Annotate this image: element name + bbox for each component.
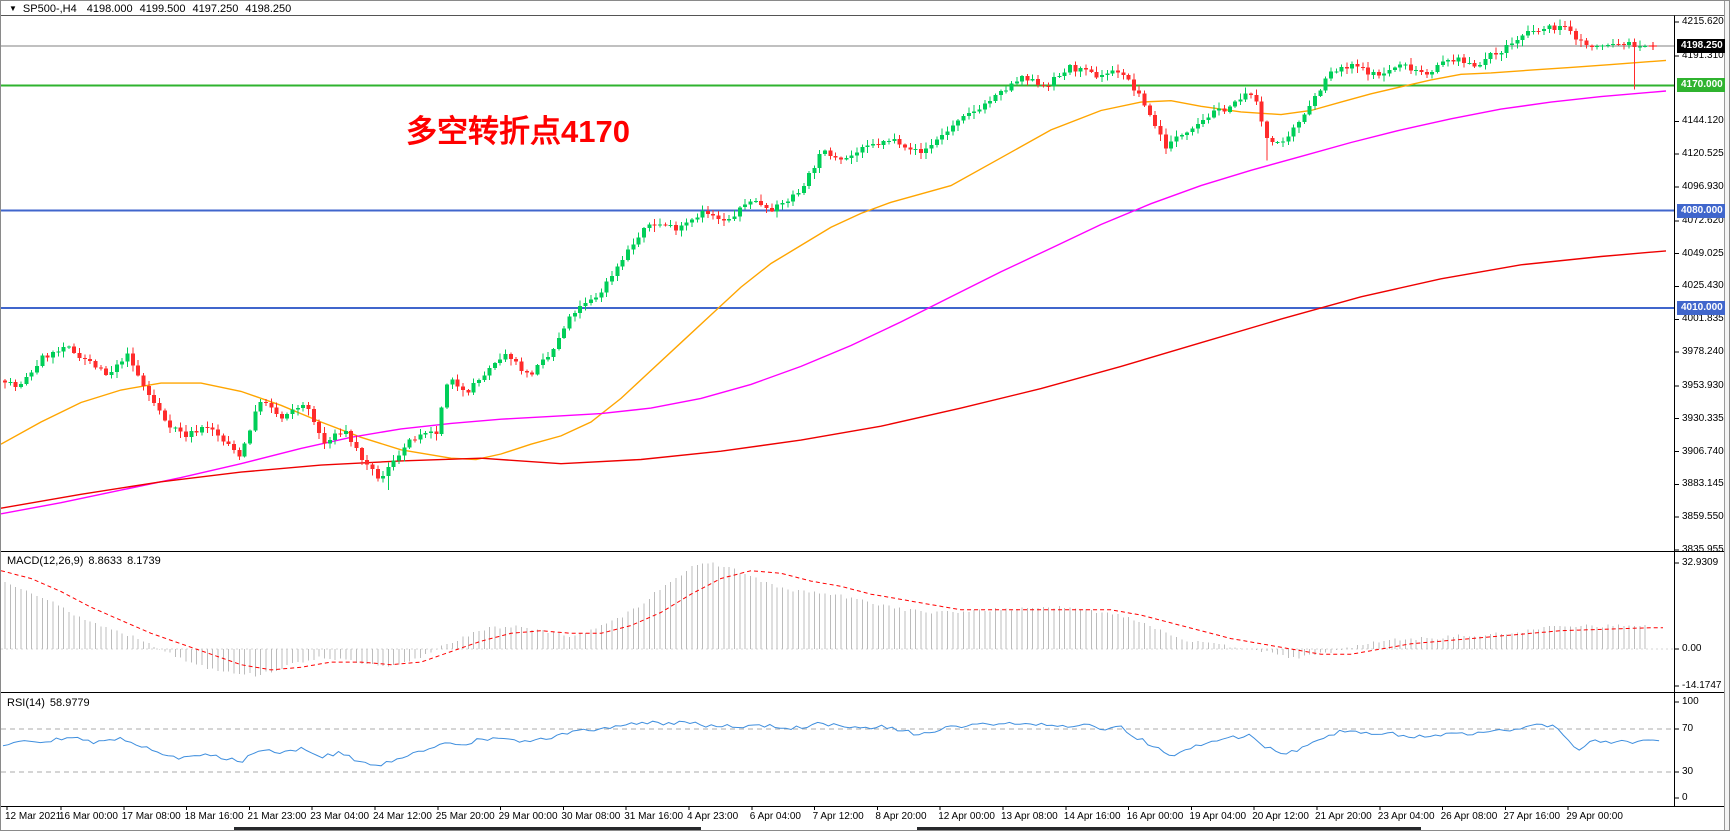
- time-tick-label: 12 Mar 2021: [5, 811, 62, 822]
- annotation-text[interactable]: 多空转折点4170: [406, 114, 630, 149]
- rsi-panel-label: RSI(14) 58.9779: [7, 697, 95, 709]
- macd-axis-label: 32.9309: [1682, 557, 1719, 568]
- price-tick-label: 4001.835: [1682, 313, 1724, 325]
- level-tag-4170: 4170.000: [1677, 78, 1725, 93]
- rsi-axis-label: 0: [1682, 792, 1688, 803]
- time-tick-label: 29 Apr 00:00: [1566, 811, 1623, 822]
- ma-medium: [1, 90, 1667, 515]
- macd-value-signal: 8.1739: [127, 555, 161, 567]
- price-tick-label: 4072.620: [1682, 214, 1724, 226]
- price-tick-label: 4096.930: [1682, 181, 1724, 193]
- time-tick-label: 14 Apr 16:00: [1063, 811, 1121, 822]
- rsi-line: [2, 720, 1660, 767]
- macd-value-main: 8.8633: [88, 555, 123, 567]
- macd-axis-label: -14.1747: [1682, 680, 1722, 692]
- rsi-indicator-name: RSI(14): [7, 697, 45, 709]
- time-tick-label: 8 Apr 20:00: [875, 811, 927, 822]
- macd-panel-label: MACD(12,26,9) 8.8633 8.1739: [7, 555, 166, 567]
- price-tick-label: 3835.955: [1682, 544, 1724, 555]
- symbol-dropdown-icon[interactable]: ▼: [9, 4, 17, 13]
- rsi-axis-label: 70: [1682, 723, 1694, 734]
- time-tick-label: 21 Mar 23:00: [247, 811, 307, 822]
- price-tick-label: 3906.740: [1682, 445, 1724, 457]
- time-tick-label: 31 Mar 16:00: [624, 811, 684, 822]
- price-tick-label: 3953.930: [1682, 379, 1724, 391]
- time-tick-label: 21 Apr 20:00: [1315, 811, 1372, 822]
- price-tick-label: 3859.550: [1682, 511, 1724, 523]
- time-tick-label: 27 Apr 16:00: [1503, 811, 1561, 822]
- price-tick-label: 4120.525: [1682, 148, 1724, 160]
- price-tick-label: 3978.240: [1682, 346, 1724, 358]
- level-tag-4010: 4010.000: [1677, 300, 1725, 315]
- rsi-axis-label: 100: [1682, 696, 1699, 707]
- time-tick-label: 25 Mar 20:00: [435, 811, 495, 822]
- price-tick-label: 3930.335: [1682, 412, 1724, 424]
- last-price-marker: [1649, 42, 1657, 51]
- quote-bar: ▼ SP500-,H4 4198.000 4199.500 4197.250 4…: [9, 2, 298, 15]
- candles: [3, 19, 1648, 491]
- time-tick-label: 7 Apr 12:00: [812, 811, 864, 822]
- price-tick-label: 4191.310: [1682, 49, 1724, 61]
- background-window-edge[interactable]: [234, 827, 701, 830]
- rsi-axis-label: 30: [1682, 766, 1694, 777]
- time-tick-label: 30 Mar 08:00: [561, 811, 621, 822]
- moving-averages: [1, 59, 1667, 515]
- time-tick-label: 20 Apr 12:00: [1252, 811, 1309, 822]
- time-tick-label: 26 Apr 08:00: [1440, 811, 1498, 822]
- macd-histogram: [4, 562, 1646, 677]
- macd-axis-label: 0.00: [1682, 643, 1702, 654]
- symbol-period-label: SP500-,H4: [22, 2, 77, 15]
- macd-signal-line: [1, 570, 1663, 671]
- price-tick-label: 4215.620: [1682, 16, 1724, 27]
- time-tick-label: 17 Mar 08:00: [121, 811, 181, 822]
- quote-close: 4198.250: [245, 2, 292, 15]
- time-tick-label: 23 Mar 04:00: [310, 811, 370, 822]
- time-tick-label: 16 Mar 00:00: [59, 811, 118, 822]
- quote-high: 4199.500: [139, 2, 186, 15]
- price-tick-label: 4049.025: [1682, 247, 1724, 259]
- time-tick-label: 24 Mar 12:00: [373, 811, 432, 822]
- rsi-value: 58.9779: [49, 697, 90, 709]
- time-tick-label: 6 Apr 04:00: [749, 811, 801, 822]
- quote-low: 4197.250: [192, 2, 239, 15]
- macd-indicator-name: MACD(12,26,9): [7, 555, 84, 567]
- time-tick-label: 19 Apr 04:00: [1189, 811, 1247, 822]
- price-tick-label: 4025.430: [1682, 280, 1724, 292]
- current-price-tag: 4198.250: [1677, 39, 1725, 54]
- ma-slow: [1, 250, 1667, 509]
- right-gutter: [1725, 1, 1729, 830]
- price-tick-label: 3883.145: [1682, 478, 1724, 490]
- time-tick-label: 4 Apr 23:00: [687, 811, 739, 822]
- time-tick-label: 18 Mar 16:00: [184, 811, 244, 822]
- quote-open: 4198.000: [86, 2, 133, 15]
- time-tick-label: 23 Apr 04:00: [1377, 811, 1435, 822]
- background-window-edge[interactable]: [917, 827, 1421, 830]
- level-tag-4080: 4080.000: [1677, 203, 1725, 218]
- time-tick-label: 12 Apr 00:00: [938, 811, 995, 822]
- ma-fast: [1, 59, 1667, 461]
- price-tick-label: 4144.120: [1682, 115, 1724, 127]
- time-tick-label: 29 Mar 00:00: [498, 811, 558, 822]
- time-tick-label: 16 Apr 00:00: [1126, 811, 1184, 822]
- time-tick-label: 13 Apr 08:00: [1001, 811, 1058, 822]
